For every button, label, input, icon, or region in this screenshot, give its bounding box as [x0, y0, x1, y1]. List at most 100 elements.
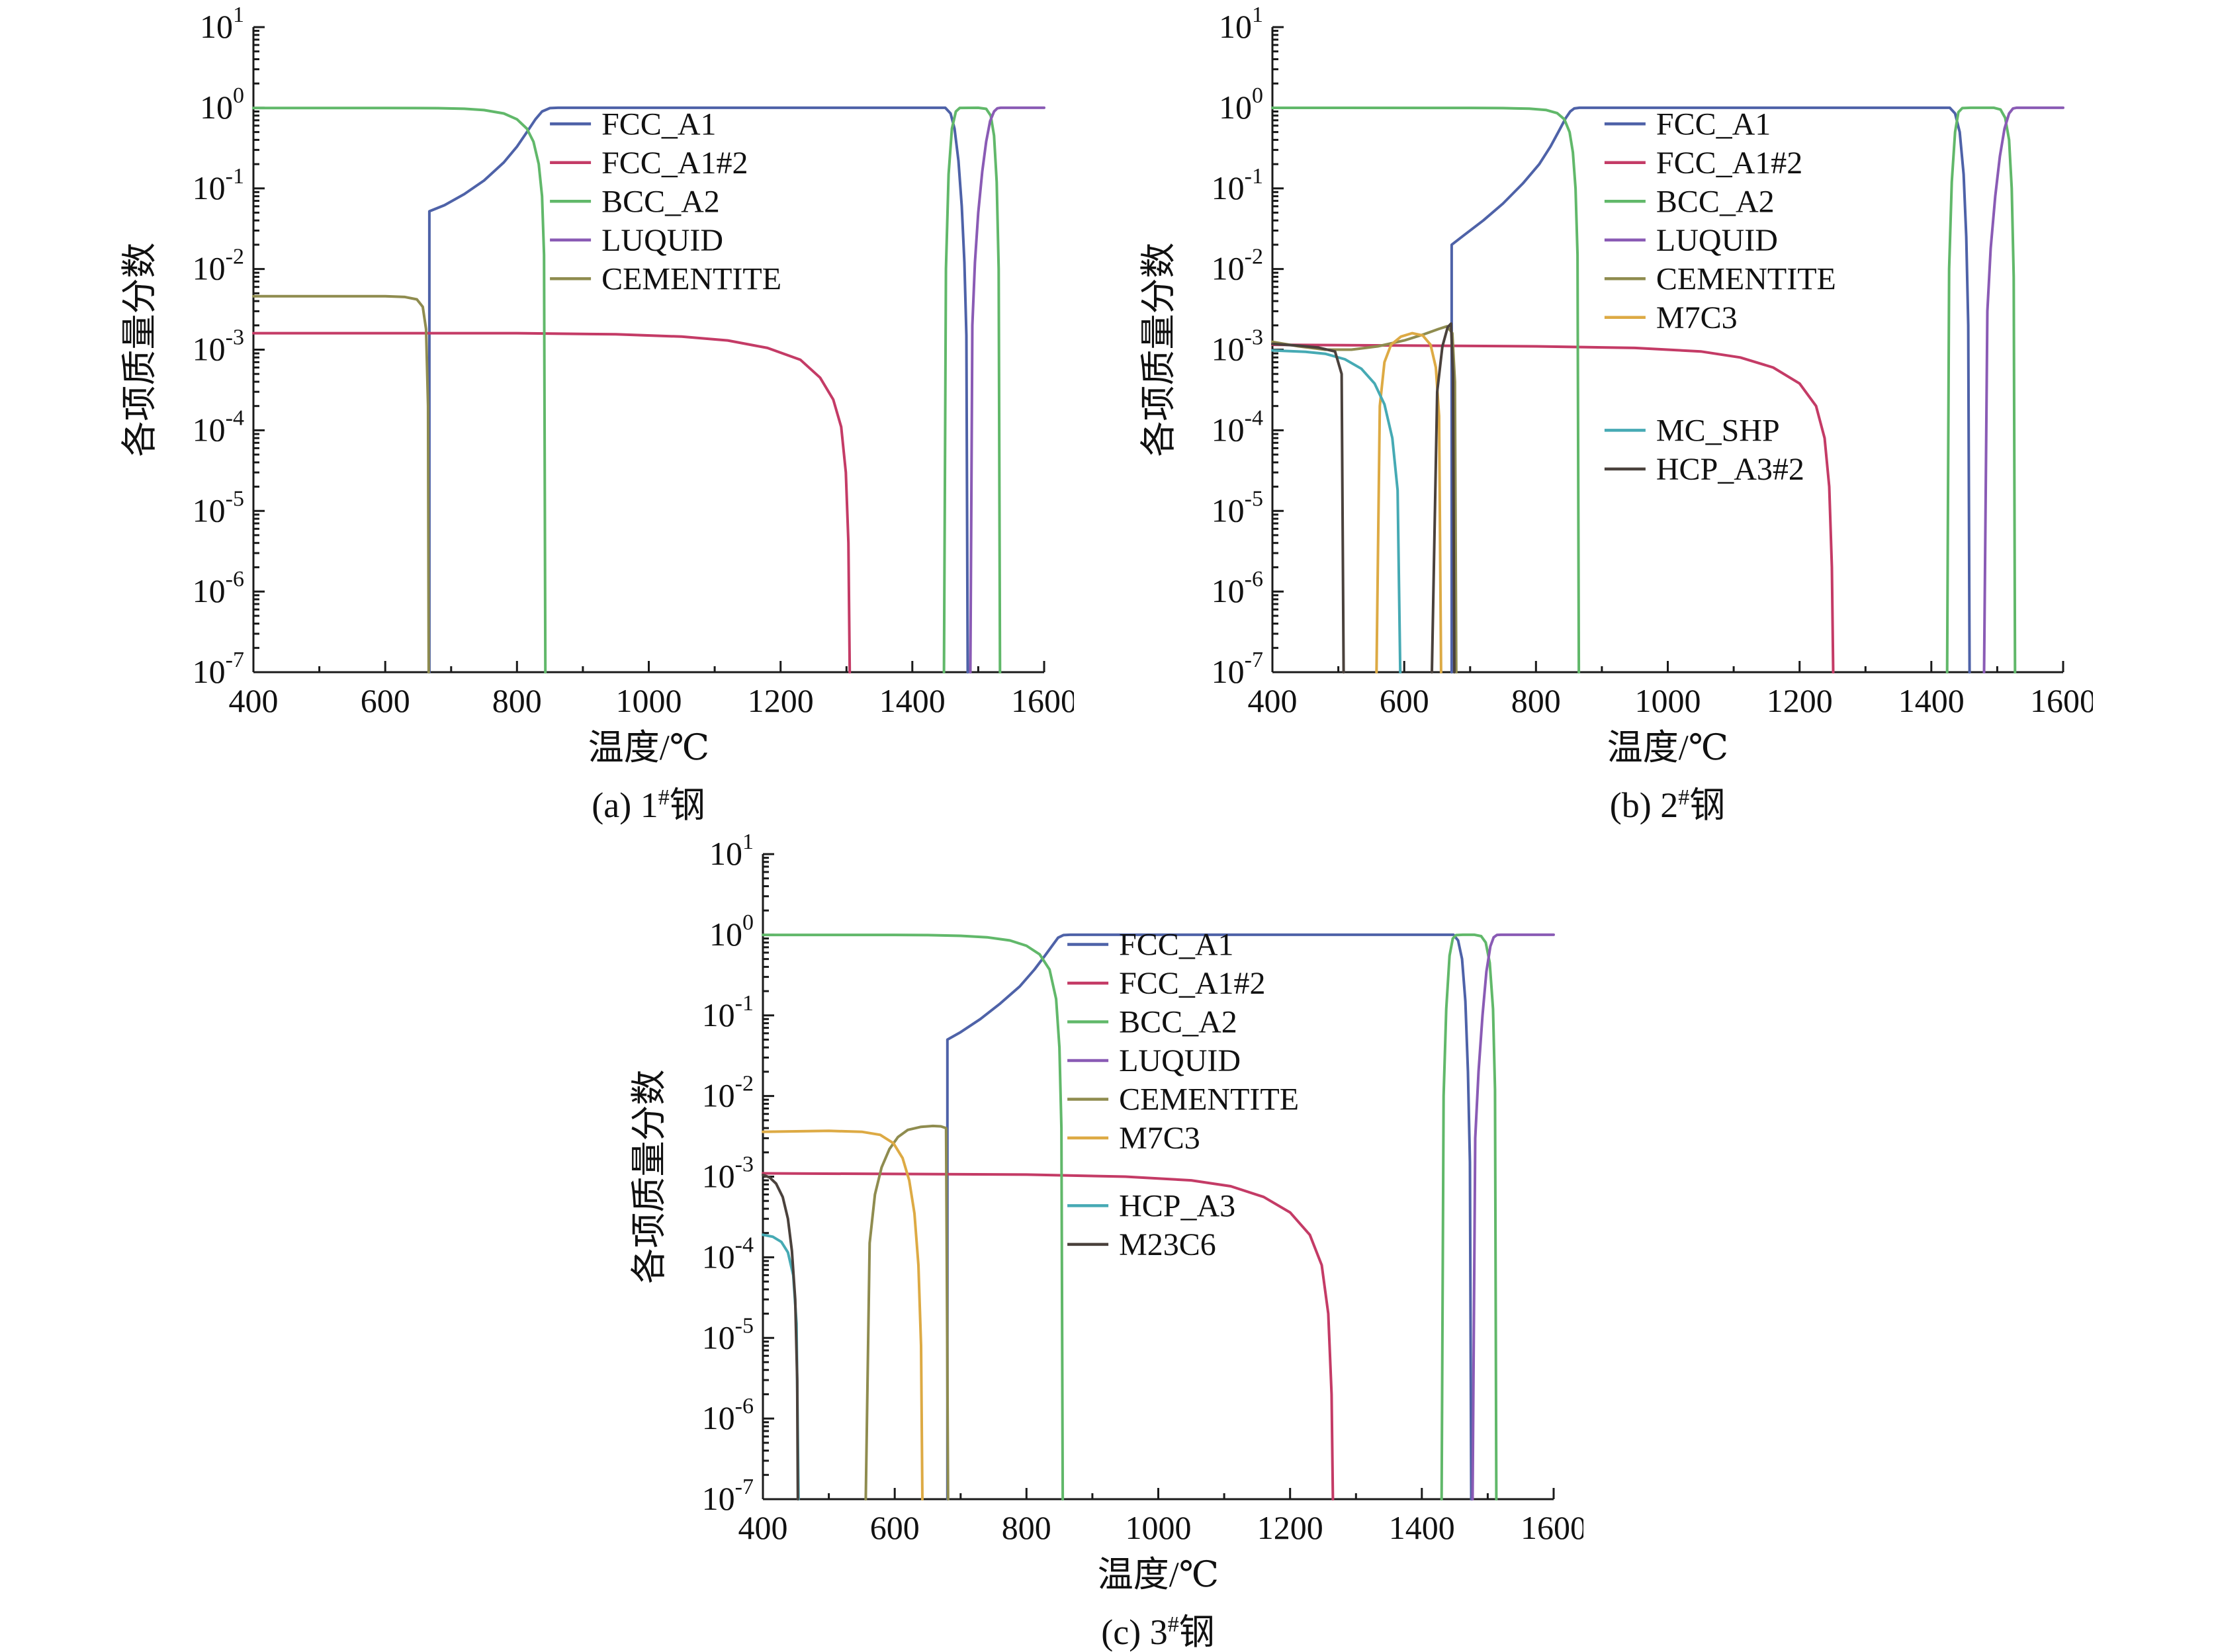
- series-FCC_A1#2-line: [252, 331, 852, 674]
- svg-text:10-2: 10-2: [702, 1071, 754, 1113]
- svg-text:1400: 1400: [879, 682, 946, 719]
- svg-text:600: 600: [361, 682, 410, 719]
- chart-b-caption: (b) 2#钢: [1191, 786, 2144, 824]
- charts-row-top: 101 100 10-1 10-2 10-3 10-4 10-5 10-6 10-7 400 600…: [0, 4, 2214, 824]
- legend-label-LUQUID: LUQUID: [1119, 1043, 1241, 1078]
- legend-label-FCC_A1: FCC_A1: [601, 107, 716, 142]
- y-axis-title: 各项质量分数: [1140, 243, 1178, 457]
- svg-text:10-6: 10-6: [1212, 567, 1263, 609]
- series-LUQUID-line: [1982, 106, 2064, 674]
- svg-text:101: 101: [1219, 4, 1263, 45]
- series-HCP_A3#2-line: [1271, 342, 1345, 674]
- chart-b-caption-text: (b) 2: [1609, 785, 1679, 825]
- svg-text:10-3: 10-3: [702, 1152, 754, 1194]
- axes: [762, 853, 1555, 1500]
- legend-label-CEMENTITE: CEMENTITE: [1119, 1082, 1299, 1117]
- svg-text:10-5: 10-5: [193, 486, 244, 529]
- series-M7C3-line: [1375, 331, 1442, 674]
- series-CEMENTITE-line: [252, 294, 430, 674]
- legend-label-M7C3: M7C3: [1119, 1121, 1200, 1156]
- svg-text:1600: 1600: [1521, 1509, 1583, 1546]
- svg-text:100: 100: [200, 83, 244, 126]
- svg-text:10-1: 10-1: [193, 164, 244, 206]
- svg-text:10-1: 10-1: [1212, 164, 1263, 206]
- legend-label-FCC_A1: FCC_A1: [1656, 107, 1771, 142]
- legend-label-FCC_A1#2: FCC_A1#2: [1119, 966, 1265, 1001]
- legend-label-LUQUID: LUQUID: [601, 223, 723, 258]
- svg-text:10-5: 10-5: [1212, 486, 1263, 529]
- svg-text:1200: 1200: [748, 682, 814, 719]
- series-FCC_A1-line: [427, 106, 969, 674]
- chart-b-caption-sup: #: [1678, 785, 1690, 810]
- chart-c-caption: (c) 3#钢: [682, 1612, 1634, 1652]
- x-axis-title: 温度/℃: [588, 728, 709, 767]
- legend-label-BCC_A2: BCC_A2: [1119, 1004, 1237, 1039]
- series-CEMENTITE-line: [1271, 325, 1458, 674]
- legend-label-FCC_A1#2: FCC_A1#2: [601, 146, 748, 181]
- svg-text:101: 101: [709, 831, 754, 872]
- series-BCC_A2-line: [942, 106, 1002, 674]
- legend-label-MC_SHP: MC_SHP: [1656, 413, 1780, 448]
- x-tick-labels: 400 600 800 1000 1200 1400 1600: [1248, 682, 2094, 719]
- legend-label-CEMENTITE: CEMENTITE: [601, 261, 781, 296]
- series-curves: [1271, 106, 2064, 674]
- legend-label-HCP_A3#2: HCP_A3#2: [1656, 452, 1804, 487]
- svg-text:400: 400: [229, 682, 279, 719]
- series-CEMENTITE-line: [864, 1124, 950, 1500]
- axes: [1271, 26, 2064, 674]
- svg-text:10-2: 10-2: [193, 245, 244, 287]
- svg-text:10-3: 10-3: [193, 326, 244, 368]
- series-M7C3-line: [762, 1129, 924, 1500]
- y-axis-title: 各项质量分数: [121, 243, 159, 457]
- chart-c-caption-suffix: 钢: [1178, 1612, 1215, 1652]
- svg-text:800: 800: [492, 682, 542, 719]
- x-tick-labels: 400 600 800 1000 1200 1400 1600: [229, 682, 1075, 719]
- svg-text:1600: 1600: [2030, 682, 2093, 719]
- chart-c: 101 100 10-1 10-2 10-3 10-4 10-5 10-6 10-7 400 600…: [631, 830, 1584, 1651]
- series-BCC_A2-line: [762, 933, 1065, 1500]
- x-tick-labels: 400 600 800 1000 1200 1400 1600: [738, 1509, 1584, 1546]
- chart-a-caption-suffix: 钢: [669, 785, 705, 825]
- series-LUQUID-line: [1471, 933, 1555, 1500]
- svg-text:1200: 1200: [1767, 682, 1833, 719]
- series-BCC_A2-line: [252, 107, 547, 674]
- svg-text:600: 600: [870, 1509, 920, 1546]
- svg-text:800: 800: [1511, 682, 1561, 719]
- legend-label-FCC_A1#2: FCC_A1#2: [1656, 146, 1802, 181]
- legend-label-LUQUID: LUQUID: [1656, 223, 1778, 258]
- svg-text:100: 100: [709, 910, 754, 953]
- legend-label-HCP_A3: HCP_A3: [1119, 1188, 1235, 1223]
- svg-text:1000: 1000: [1635, 682, 1701, 719]
- y-axis-title: 各项质量分数: [631, 1069, 669, 1283]
- series-HCP_A3#2-line: [1431, 322, 1456, 674]
- chart-a-caption: (a) 1#钢: [172, 786, 1125, 824]
- svg-text:1600: 1600: [1011, 682, 1074, 719]
- chart-a: 101 100 10-1 10-2 10-3 10-4 10-5 10-6 10-7 400 600…: [121, 4, 1074, 824]
- series-M23C6-line: [762, 1173, 799, 1500]
- svg-text:10-6: 10-6: [193, 567, 244, 609]
- svg-text:400: 400: [738, 1509, 788, 1546]
- chart-b-caption-suffix: 钢: [1689, 785, 1726, 825]
- legend-label-CEMENTITE: CEMENTITE: [1656, 261, 1836, 296]
- series-BCC_A2-line: [1945, 106, 2017, 674]
- series-FCC_A1-line: [946, 933, 1473, 1500]
- svg-text:1400: 1400: [1898, 682, 1965, 719]
- legend-label-BCC_A2: BCC_A2: [1656, 184, 1775, 219]
- svg-text:1000: 1000: [1126, 1509, 1192, 1546]
- chart-c-caption-text: (c) 3: [1101, 1612, 1168, 1652]
- chart-b: 101 100 10-1 10-2 10-3 10-4 10-5 10-6 10-7 400 600…: [1140, 4, 2093, 824]
- svg-text:10-5: 10-5: [702, 1313, 754, 1356]
- series-FCC_A1#2-line: [762, 1172, 1335, 1500]
- x-axis-title: 温度/℃: [1607, 728, 1728, 767]
- series-curves: [252, 106, 1045, 674]
- svg-text:10-3: 10-3: [1212, 326, 1263, 368]
- svg-text:10-6: 10-6: [702, 1394, 754, 1436]
- x-axis-title: 温度/℃: [1098, 1555, 1219, 1594]
- series-BCC_A2-line: [1440, 933, 1498, 1500]
